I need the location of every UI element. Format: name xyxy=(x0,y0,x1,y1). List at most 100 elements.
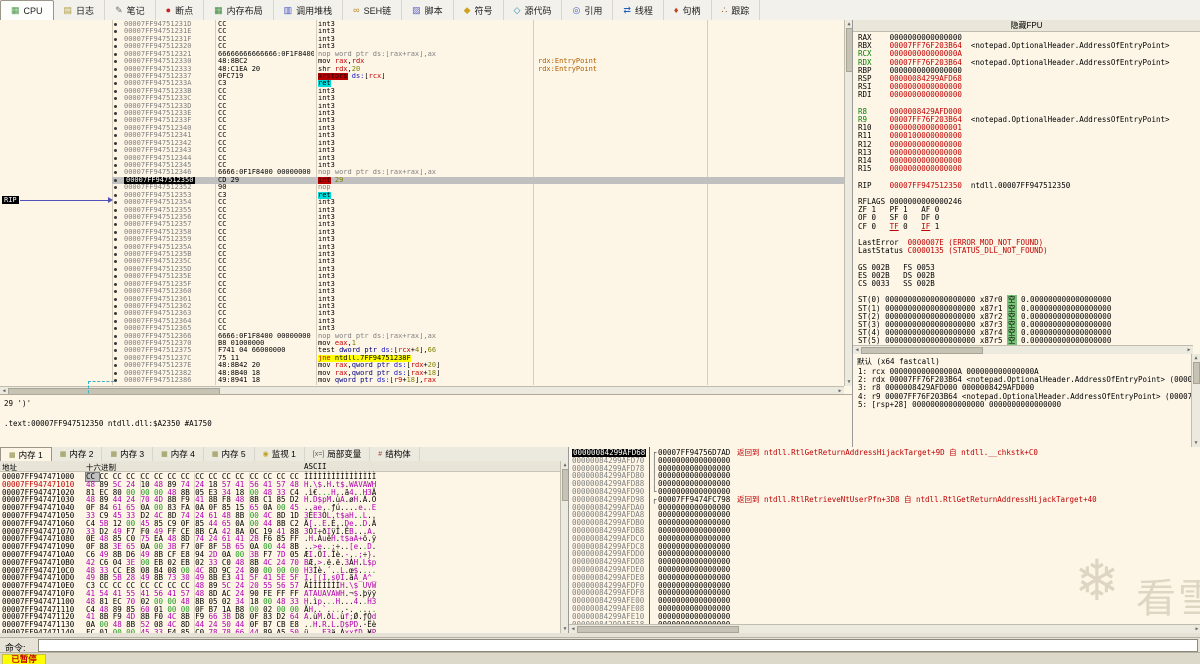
stack-row[interactable]: 00000084299AFD80 │ 0000000000000000 xyxy=(569,472,1200,480)
disasm-row[interactable]: 00007FF947512333 48:C1EA 20 shr rdx,20 rdx:… xyxy=(0,65,844,73)
stack-row[interactable]: 00000084299AFDA8 0000000000000000 xyxy=(569,511,1200,519)
register-line[interactable]: RFLAGS 0000000000000246 xyxy=(858,197,962,206)
dump-row[interactable]: 00007FF9474710E0 C3 CC CC CC CC CC CC CC 48 89 5C 24… xyxy=(0,582,556,590)
disasm-row[interactable]: 00007FF947512337 0FC719 xrstors ds:[rcx] xyxy=(0,72,844,80)
tab-符号[interactable]: ◆ 符号 xyxy=(454,0,504,20)
disasm-row[interactable]: 00007FF947512382 48:8B40 18 mov rax,qword … xyxy=(0,369,844,377)
disasm-row[interactable]: 00007FF94751235B CC int3 xyxy=(0,250,844,258)
stack-row[interactable]: 00000084299AFD68 ┌ 00007FF94756D7AD 返回到 ntd… xyxy=(569,449,1200,457)
disasm-row[interactable]: 00007FF947512355 CC int3 xyxy=(0,206,844,214)
dump-row[interactable]: 00007FF947471110 C4 48 89 85 60 01 00 00 0F B7 1A B8… xyxy=(0,605,556,614)
dump-row[interactable]: 00007FF947471080 0E 48 85 C0 75 EA 48 8D 74 24 61 41… xyxy=(0,535,556,544)
tab-局部变量[interactable]: [x=] 局部变量 xyxy=(305,447,371,461)
disasm-row[interactable]: 00007FF947512386 49:8941 18 mov qword ptr … xyxy=(0,376,844,384)
disasm-row[interactable]: 00007FF94751231D CC int3 xyxy=(0,20,844,28)
stack-row[interactable]: 00000084299AFE10 0000000000000000 xyxy=(569,612,1200,621)
hide-fpu-button[interactable]: 隐藏FPU xyxy=(853,20,1200,32)
disasm-row[interactable]: 00007FF947512365 CC int3 xyxy=(0,324,844,332)
register-line[interactable]: R12 0000000000000000 xyxy=(858,139,962,149)
dump-row[interactable]: 00007FF947471090 0F 88 3E 65 0A 00 3B F7 0F 8F 5B 65… xyxy=(0,543,556,551)
disasm-row[interactable]: 00007FF947512350 CD 29 int 29 xyxy=(0,176,844,185)
stack-row[interactable]: 00000084299AFD78 │ 0000000000000000 xyxy=(569,464,1200,473)
stack-row[interactable]: 00000084299AFD90 └ 0000000000000000 xyxy=(569,488,1200,496)
disasm-row[interactable]: 00007FF947512366 6666:0F1F8400 00000000 no… xyxy=(0,332,844,340)
dump-vertical-scrollbar[interactable]: ▲ ▼ xyxy=(560,461,568,633)
dump-row[interactable]: 00007FF947471050 33 C9 45 33 D2 4C 8D 74 24 61 48 8B… xyxy=(0,512,556,520)
register-line[interactable]: GS 002B FS 0053 xyxy=(858,262,935,272)
tab-源代码[interactable]: ◇ 源代码 xyxy=(504,0,563,20)
command-input[interactable] xyxy=(38,639,1198,652)
argument-line[interactable]: 1: rcx 000000000000000A 000000000000000A xyxy=(858,367,1039,376)
disasm-row[interactable]: 00007FF947512352 90 nop xyxy=(0,183,844,191)
disasm-row[interactable]: 00007FF94751235F CC int3 xyxy=(0,280,844,288)
disasm-row[interactable]: 00007FF94751237E 48:8B42 20 mov rax,qword … xyxy=(0,361,844,369)
register-line[interactable]: ST(3) 00000000000000000000 x87r3 空 0.000… xyxy=(858,320,1112,329)
stack-row[interactable]: 00000084299AFE08 0000000000000000 xyxy=(569,605,1200,613)
disasm-row[interactable]: 00007FF947512344 CC int3 xyxy=(0,154,844,162)
tab-内存 1[interactable]: ▦ 内存 1 xyxy=(0,447,52,461)
disasm-row[interactable]: 00007FF947512362 CC int3 xyxy=(0,302,844,310)
tab-线程[interactable]: ⇄ 线程 xyxy=(613,0,664,20)
register-line[interactable]: CF 0 TF 0 IF 1 xyxy=(858,221,940,231)
dump-row[interactable]: 00007FF947471140 FC 01 00 00 45 33 E4 85 C0 78 78 66… xyxy=(0,629,556,633)
register-line[interactable]: RCX 000000000000000A xyxy=(858,49,962,59)
dump-row[interactable]: 00007FF947471040 0F 84 61 65 0A 00 83 FA 0A 0F 85 15… xyxy=(0,504,556,512)
tab-内存 5[interactable]: ▦ 内存 5 xyxy=(204,447,255,461)
disasm-row[interactable]: 00007FF947512342 CC int3 xyxy=(0,139,844,147)
stack-row[interactable]: 00000084299AFDC8 0000000000000000 xyxy=(569,542,1200,551)
disasm-row[interactable]: 00007FF947512358 CC int3 xyxy=(0,228,844,236)
stack-row[interactable]: 00000084299AFD70 │ 0000000000000000 xyxy=(569,456,1200,465)
disasm-row[interactable]: 00007FF947512345 CC int3 xyxy=(0,161,844,169)
stack-row[interactable]: 00000084299AFDC0 0000000000000000 xyxy=(569,534,1200,543)
disasm-row[interactable]: 00007FF947512356 CC int3 xyxy=(0,213,844,221)
argument-line[interactable]: 4: r9 00007FF76F203B64 <notepad.Optional… xyxy=(858,391,1200,401)
register-line[interactable]: LastStatus C0000135 (STATUS_DLL_NOT_FOUN… xyxy=(858,246,1048,256)
stack-row[interactable]: 00000084299AFDD0 0000000000000000 xyxy=(569,550,1200,558)
dump-row[interactable]: 00007FF9474710A0 C6 49 8B D6 49 8B CF E8 94 2D 0A 00… xyxy=(0,551,556,559)
register-line[interactable]: RBX 00007FF76F203B64 <notepad.OptionalHe… xyxy=(858,41,1170,51)
tab-调用堆栈[interactable]: ▥ 调用堆栈 xyxy=(274,0,344,20)
tab-句柄[interactable]: ♦ 句柄 xyxy=(664,0,712,20)
stack-row[interactable]: 00000084299AFDB0 0000000000000000 xyxy=(569,519,1200,527)
dump-row[interactable]: 00007FF947471100 48 81 EC 70 02 00 00 48 8B 05 02 34… xyxy=(0,597,556,606)
stack-row[interactable]: 00000084299AFDF8 0000000000000000 xyxy=(569,589,1200,597)
disasm-row[interactable]: 00007FF94751231F CC int3 xyxy=(0,35,844,43)
dump-row[interactable]: 00007FF9474710B0 42 C6 04 3E 00 EB 02 EB 02 33 C0 48… xyxy=(0,558,556,567)
tab-CPU[interactable]: ▦ CPU xyxy=(0,0,54,20)
stack-row[interactable]: 00000084299AFD98 ┌ 00007FF9474FC798 返回到 ntd… xyxy=(569,495,1200,504)
stack-pane[interactable]: 00000084299AFD68 ┌ 00007FF94756D7AD 返回到 ntd… xyxy=(568,447,1200,633)
register-line[interactable]: RIP 00007FF947512350 ntdll.00007FF947512… xyxy=(858,180,1071,190)
register-line[interactable]: RDX 00007FF76F203B64 <notepad.OptionalHe… xyxy=(858,57,1170,67)
disasm-row[interactable]: 00007FF947512357 CC int3 xyxy=(0,220,844,228)
dump-row[interactable]: 00007FF947471120 41 8B F9 4D 8B F0 4C 8B F9 66 3B D8… xyxy=(0,613,556,622)
disasm-row[interactable]: 00007FF947512330 48:8BC2 mov rax,rdx rdx:En… xyxy=(0,57,844,65)
disasm-row[interactable]: 00007FF947512340 CC int3 xyxy=(0,124,844,132)
register-line[interactable]: RAX 0000000000000000 xyxy=(858,33,962,42)
disasm-row[interactable]: 00007FF94751233C CC int3 xyxy=(0,94,844,102)
register-line[interactable]: RBP 0000000000000000 xyxy=(858,65,962,75)
dump-row[interactable]: 00007FF947471000 CC CC CC CC CC CC CC CC CC CC CC CC… xyxy=(0,472,556,482)
stack-row[interactable]: 00000084299AFDA0 0000000000000000 xyxy=(569,503,1200,512)
dump-row[interactable]: 00007FF9474710D0 49 8B 5B 28 49 8B 73 30 49 8B E3 41… xyxy=(0,574,556,583)
tab-内存 2[interactable]: ▦ 内存 2 xyxy=(52,447,103,461)
register-line[interactable]: OF 0 SF 0 DF 0 xyxy=(858,213,940,223)
dump-row[interactable]: 00007FF947471030 48 89 44 24 70 4D 8B F9 41 8B F8 48… xyxy=(0,496,556,505)
disasm-row[interactable]: 00007FF94751237C 75 11 jne ntdll.7FF947512… xyxy=(0,354,844,362)
stack-row[interactable]: 00000084299AFDD8 0000000000000000 xyxy=(569,558,1200,566)
disasm-row[interactable]: 00007FF947512359 CC int3 xyxy=(0,235,844,243)
tab-脚本[interactable]: ▨ 脚本 xyxy=(402,0,454,20)
disasm-row[interactable]: 00007FF94751231E CC int3 xyxy=(0,27,844,35)
disasm-row[interactable]: 00007FF947512346 6666:0F1F8400 00000000 no… xyxy=(0,168,844,176)
disasm-row[interactable]: 00007FF947512370 B8 01000000 mov eax,1 xyxy=(0,339,844,347)
register-line[interactable]: R10 0000000000000001 xyxy=(858,123,962,133)
args-vertical-scrollbar[interactable]: ▲ ▼ xyxy=(1191,354,1200,447)
disassembly-pane[interactable]: 00007FF94751231D CC int3 00007FF94751231E CC… xyxy=(0,20,853,394)
disasm-row[interactable]: 00007FF947512360 CC int3 xyxy=(0,287,844,295)
tab-笔记[interactable]: ✎ 笔记 xyxy=(105,0,156,20)
dump-row[interactable]: 00007FF947471010 48 89 5C 24 10 48 89 74 24 18 57 41… xyxy=(0,480,556,489)
disasm-row[interactable]: 00007FF947512354 CC int3 xyxy=(0,198,844,206)
tab-引用[interactable]: ◎ 引用 xyxy=(562,0,614,20)
dump-row[interactable]: 00007FF9474710F0 41 54 41 55 41 56 41 57 48 8D AC 24… xyxy=(0,590,556,598)
register-line[interactable]: R13 0000000000000000 xyxy=(858,147,962,157)
stack-row[interactable]: 00000084299AFDE8 0000000000000000 xyxy=(569,573,1200,582)
